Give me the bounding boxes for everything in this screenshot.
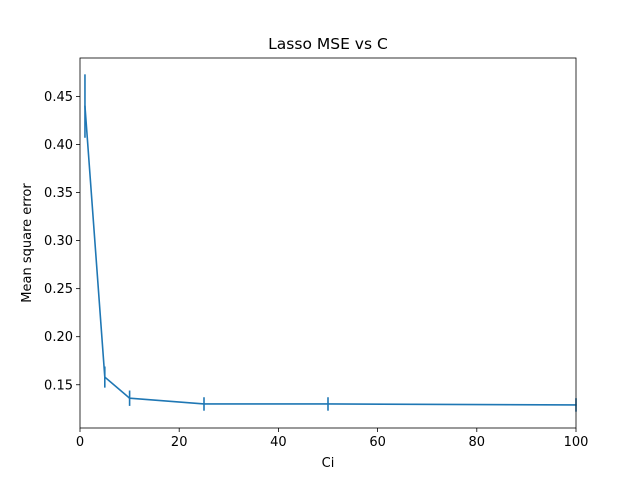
x-tick-label: 40 [270,435,287,450]
y-tick-label: 0.45 [44,90,73,105]
y-tick-label: 0.20 [44,330,73,345]
series-line [84,105,577,406]
x-tick-label: 80 [469,435,486,450]
y-tick-label: 0.25 [44,282,73,297]
x-tick-label: 100 [564,435,589,450]
ticks-layer: 0 20 40 60 80 100 0.15 0.20 0.25 0.30 0.35 0.40 0.45 [44,90,588,450]
y-axis-label: Mean square error [20,183,35,303]
y-tick-label: 0.40 [44,138,73,153]
plot-frame [79,57,577,429]
x-tick-label: 20 [171,435,188,450]
y-tick-label: 0.30 [44,234,73,249]
x-axis-label: Ci [322,456,335,471]
x-tick-label: 0 [76,435,84,450]
y-tick-label: 0.15 [44,378,73,393]
plot-layer [84,74,577,412]
y-tick-label: 0.35 [44,186,73,201]
chart-title: Lasso MSE vs C [268,35,388,53]
x-tick-label: 60 [369,435,386,450]
